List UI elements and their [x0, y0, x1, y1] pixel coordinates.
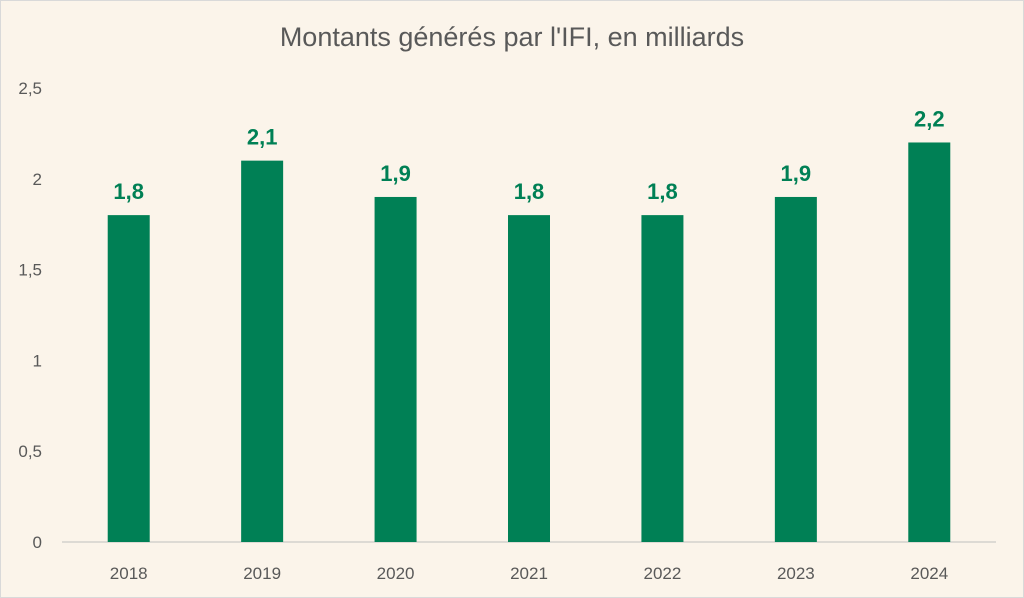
x-tick-label: 2024 [910, 564, 948, 583]
y-tick-label: 0 [33, 533, 42, 552]
y-tick-label: 1 [33, 351, 42, 370]
y-tick-label: 1,5 [18, 261, 42, 280]
x-tick-label: 2019 [243, 564, 281, 583]
data-label-2024: 2,2 [914, 106, 945, 131]
x-tick-label: 2020 [377, 564, 415, 583]
data-label-2023: 1,9 [781, 161, 812, 186]
data-label-2021: 1,8 [514, 179, 545, 204]
data-label-2019: 2,1 [247, 125, 278, 150]
bar-2024 [908, 142, 951, 543]
bar-2019 [241, 160, 284, 542]
chart-title: Montants générés par l'IFI, en milliards [279, 22, 745, 52]
x-tick-label: 2023 [777, 564, 815, 583]
y-tick-label: 2,5 [18, 79, 42, 98]
bar-2018 [107, 215, 150, 542]
data-label-2020: 1,9 [380, 161, 411, 186]
data-label-2022: 1,8 [647, 179, 678, 204]
data-label-2018: 1,8 [113, 179, 144, 204]
x-tick-label: 2022 [644, 564, 682, 583]
x-tick-label: 2021 [510, 564, 548, 583]
bar-2022 [641, 215, 684, 542]
bar-2020 [374, 196, 417, 542]
y-tick-label: 2 [33, 170, 42, 189]
bar-2023 [774, 196, 817, 542]
x-tick-label: 2018 [110, 564, 148, 583]
y-tick-label: 0,5 [18, 442, 42, 461]
bar-2021 [508, 215, 550, 542]
